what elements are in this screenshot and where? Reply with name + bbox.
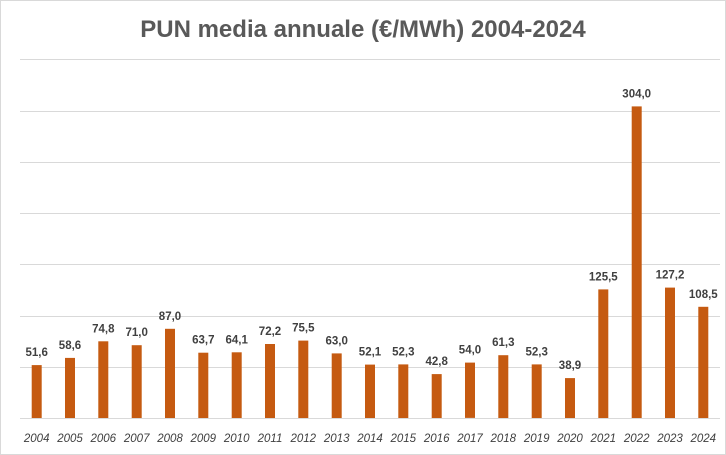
data-label-2014: 52,1 — [359, 347, 382, 359]
tick-label-2004: 2004 — [23, 433, 50, 445]
tick-label-2021: 2021 — [590, 433, 617, 445]
bar-2004 — [31, 365, 42, 418]
data-label-2007: 71,0 — [126, 327, 148, 339]
bar-2021 — [598, 289, 609, 418]
bar-2016 — [431, 374, 442, 418]
data-label-2020: 38,9 — [559, 360, 581, 372]
bar-2009 — [198, 352, 209, 418]
tick-label-2024: 2024 — [690, 433, 717, 445]
data-label-2016: 42,8 — [426, 356, 449, 368]
data-label-2005: 58,6 — [59, 340, 81, 352]
tick-label-2019: 2019 — [523, 433, 550, 445]
tick-label-2015: 2015 — [390, 433, 417, 445]
bar-2023 — [665, 287, 675, 418]
tick-label-2014: 2014 — [356, 433, 383, 445]
data-label-2004: 51,6 — [26, 347, 48, 359]
tick-label-2006: 2006 — [90, 433, 117, 445]
bar-2018 — [498, 355, 509, 418]
data-label-2017: 54,0 — [459, 345, 481, 357]
data-label-2023: 127,2 — [656, 270, 685, 282]
x-axis-tick-labels: 2004 2005 2006 2007 2008 2009 2010 2011 2012 2013… — [23, 433, 716, 445]
tick-label-2020: 2020 — [556, 433, 583, 445]
bar-2020 — [565, 378, 575, 418]
data-label-2021: 125,5 — [589, 271, 618, 283]
bar-2007 — [131, 345, 142, 418]
data-labels: 51,6 58,6 74,8 71,0 87,0 63,7 64,1 72,2 75,5 63,0… — [26, 88, 719, 372]
tick-label-2017: 2017 — [456, 433, 483, 445]
tick-label-2011: 2011 — [257, 433, 283, 445]
bar-2024 — [698, 306, 709, 418]
bar-2008 — [165, 328, 175, 418]
data-label-2008: 87,0 — [159, 311, 181, 323]
data-label-2010: 64,1 — [226, 334, 249, 346]
data-label-2024: 108,5 — [689, 289, 718, 301]
tick-label-2016: 2016 — [423, 433, 450, 445]
tick-label-2012: 2012 — [290, 433, 317, 445]
tick-label-2018: 2018 — [490, 433, 517, 445]
tick-label-2023: 2023 — [656, 433, 683, 445]
bar-2017 — [465, 362, 475, 418]
bar-2005 — [65, 357, 75, 418]
data-label-2012: 75,5 — [292, 323, 315, 335]
data-label-2018: 61,3 — [492, 337, 514, 349]
data-label-2019: 52,3 — [526, 346, 548, 358]
bar-2011 — [265, 344, 275, 418]
data-label-2022: 304,0 — [622, 88, 651, 100]
bar-2006 — [98, 341, 109, 418]
tick-label-2009: 2009 — [190, 433, 217, 445]
data-label-2013: 63,0 — [326, 335, 348, 347]
bar-2010 — [231, 352, 242, 418]
tick-label-2013: 2013 — [323, 433, 350, 445]
data-label-2009: 63,7 — [192, 335, 214, 347]
chart-title: PUN media annuale (€/MWh) 2004-2024 — [140, 16, 586, 43]
tick-label-2007: 2007 — [123, 433, 150, 445]
tick-label-2008: 2008 — [156, 433, 183, 445]
data-label-2011: 72,2 — [259, 326, 281, 338]
bar-2015 — [398, 364, 409, 418]
tick-label-2022: 2022 — [623, 433, 650, 445]
bars — [31, 106, 709, 419]
bar-2014 — [365, 364, 375, 418]
bar-2019 — [531, 364, 542, 418]
data-label-2015: 52,3 — [392, 346, 414, 358]
tick-label-2010: 2010 — [223, 433, 250, 445]
bar-2012 — [298, 340, 309, 418]
bar-2013 — [331, 353, 342, 418]
bar-2022 — [631, 106, 642, 419]
tick-label-2005: 2005 — [56, 433, 83, 445]
data-label-2006: 74,8 — [92, 323, 115, 335]
